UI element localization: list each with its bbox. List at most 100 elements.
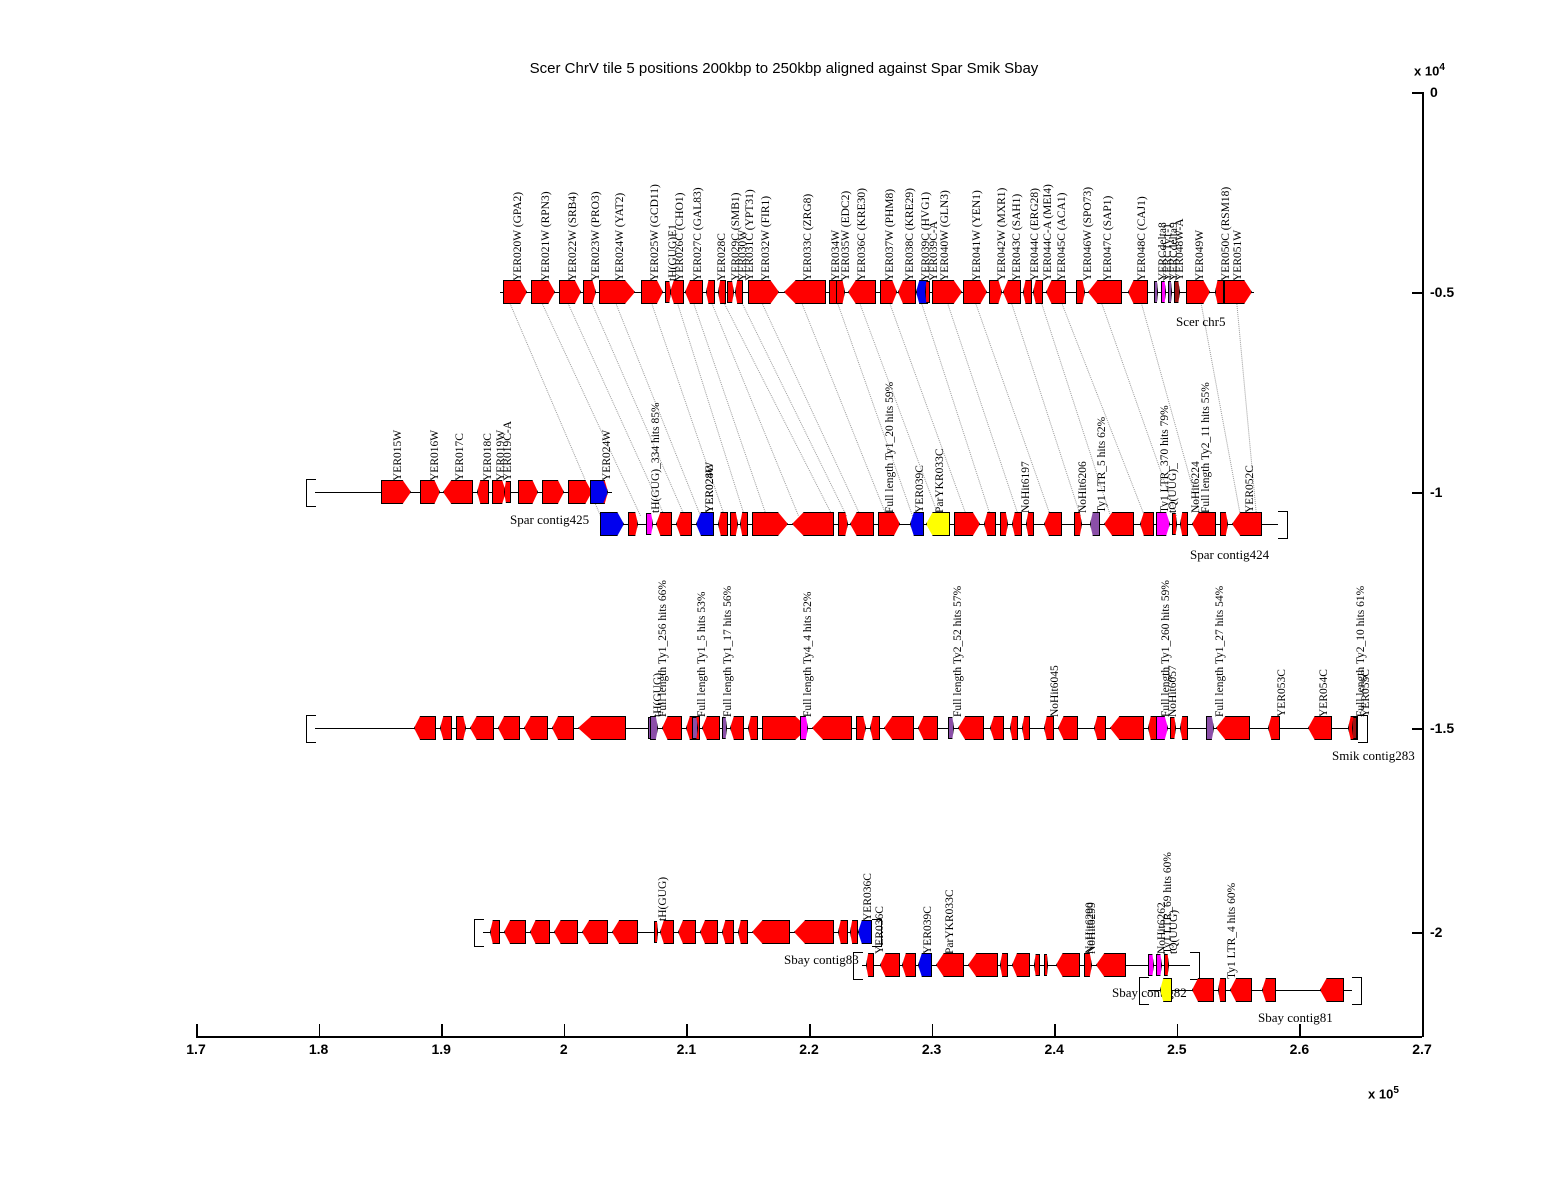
gene-feature[interactable]: [1156, 512, 1170, 536]
gene-feature[interactable]: [1224, 280, 1252, 304]
gene-feature[interactable]: [490, 920, 500, 944]
gene-feature[interactable]: [989, 280, 1002, 304]
gene-feature[interactable]: [692, 717, 698, 739]
gene-feature[interactable]: [660, 920, 674, 944]
gene-feature[interactable]: [700, 920, 718, 944]
gene-feature[interactable]: [1168, 281, 1172, 303]
gene-feature[interactable]: [850, 512, 874, 536]
gene-feature[interactable]: [1090, 512, 1100, 536]
gene-feature[interactable]: [870, 716, 880, 740]
gene-feature[interactable]: [1156, 954, 1162, 976]
gene-feature[interactable]: [1094, 716, 1106, 740]
gene-feature[interactable]: [1156, 716, 1168, 740]
gene-feature[interactable]: [1161, 281, 1166, 303]
gene-feature[interactable]: [1003, 280, 1021, 304]
gene-feature[interactable]: [1262, 978, 1276, 1002]
gene-feature[interactable]: [740, 512, 748, 536]
gene-feature[interactable]: [1104, 512, 1134, 536]
gene-feature[interactable]: [1000, 953, 1008, 977]
gene-feature[interactable]: [1180, 716, 1188, 740]
gene-feature[interactable]: [1192, 978, 1214, 1002]
gene-feature[interactable]: [718, 280, 726, 304]
gene-feature[interactable]: [910, 512, 924, 536]
gene-feature[interactable]: [568, 480, 592, 504]
gene-feature[interactable]: [685, 280, 703, 304]
gene-feature[interactable]: [1206, 716, 1214, 740]
gene-feature[interactable]: [420, 480, 440, 504]
gene-feature[interactable]: [1056, 953, 1080, 977]
gene-feature[interactable]: [730, 716, 744, 740]
gene-feature[interactable]: [678, 920, 696, 944]
gene-feature[interactable]: [722, 717, 727, 739]
gene-feature[interactable]: [1128, 280, 1148, 304]
gene-feature[interactable]: [477, 480, 489, 504]
gene-feature[interactable]: [1186, 280, 1210, 304]
gene-feature[interactable]: [1012, 512, 1022, 536]
gene-feature[interactable]: [670, 280, 684, 304]
gene-feature[interactable]: [504, 920, 526, 944]
gene-feature[interactable]: [1308, 716, 1332, 740]
gene-feature[interactable]: [722, 920, 734, 944]
gene-feature[interactable]: [590, 480, 608, 504]
gene-feature[interactable]: [1216, 716, 1250, 740]
gene-feature[interactable]: [650, 716, 658, 740]
gene-feature[interactable]: [1148, 954, 1154, 976]
gene-feature[interactable]: [654, 921, 658, 943]
gene-feature[interactable]: [440, 716, 452, 740]
gene-feature[interactable]: [1352, 717, 1357, 739]
gene-feature[interactable]: [414, 716, 436, 740]
gene-feature[interactable]: [838, 512, 848, 536]
gene-feature[interactable]: [898, 280, 916, 304]
gene-feature[interactable]: [794, 920, 834, 944]
gene-feature[interactable]: [1022, 716, 1030, 740]
gene-feature[interactable]: [552, 716, 574, 740]
gene-feature[interactable]: [926, 512, 950, 536]
gene-feature[interactable]: [1192, 512, 1216, 536]
gene-feature[interactable]: [443, 480, 473, 504]
gene-feature[interactable]: [1088, 280, 1122, 304]
gene-feature[interactable]: [948, 717, 954, 739]
gene-feature[interactable]: [498, 716, 520, 740]
gene-feature[interactable]: [1268, 716, 1280, 740]
gene-feature[interactable]: [1000, 512, 1008, 536]
gene-feature[interactable]: [1170, 717, 1176, 739]
gene-feature[interactable]: [932, 280, 962, 304]
gene-feature[interactable]: [531, 280, 555, 304]
gene-feature[interactable]: [936, 953, 964, 977]
gene-feature[interactable]: [646, 513, 653, 535]
gene-feature[interactable]: [748, 716, 758, 740]
gene-feature[interactable]: [727, 281, 734, 303]
gene-feature[interactable]: [856, 716, 866, 740]
gene-feature[interactable]: [641, 280, 663, 304]
gene-feature[interactable]: [583, 280, 596, 304]
gene-feature[interactable]: [1076, 280, 1085, 304]
gene-feature[interactable]: [918, 716, 938, 740]
gene-feature[interactable]: [784, 280, 826, 304]
gene-feature[interactable]: [1084, 953, 1092, 977]
gene-feature[interactable]: [1172, 513, 1177, 535]
gene-feature[interactable]: [600, 512, 624, 536]
gene-feature[interactable]: [706, 280, 715, 304]
gene-feature[interactable]: [1110, 716, 1144, 740]
gene-feature[interactable]: [880, 953, 900, 977]
gene-feature[interactable]: [530, 920, 550, 944]
gene-feature[interactable]: [1174, 281, 1180, 303]
gene-feature[interactable]: [1044, 512, 1062, 536]
gene-feature[interactable]: [1023, 280, 1032, 304]
gene-feature[interactable]: [1044, 716, 1054, 740]
gene-feature[interactable]: [1010, 716, 1018, 740]
gene-feature[interactable]: [1074, 512, 1082, 536]
gene-feature[interactable]: [848, 280, 876, 304]
gene-feature[interactable]: [954, 512, 980, 536]
gene-feature[interactable]: [1232, 512, 1262, 536]
gene-feature[interactable]: [880, 280, 897, 304]
gene-feature[interactable]: [1034, 954, 1040, 976]
gene-feature[interactable]: [1230, 978, 1252, 1002]
gene-feature[interactable]: [836, 280, 845, 304]
gene-feature[interactable]: [1058, 716, 1078, 740]
gene-feature[interactable]: [676, 512, 692, 536]
gene-feature[interactable]: [662, 716, 682, 740]
gene-feature[interactable]: [984, 512, 996, 536]
gene-feature[interactable]: [866, 953, 874, 977]
gene-feature[interactable]: [800, 716, 808, 740]
